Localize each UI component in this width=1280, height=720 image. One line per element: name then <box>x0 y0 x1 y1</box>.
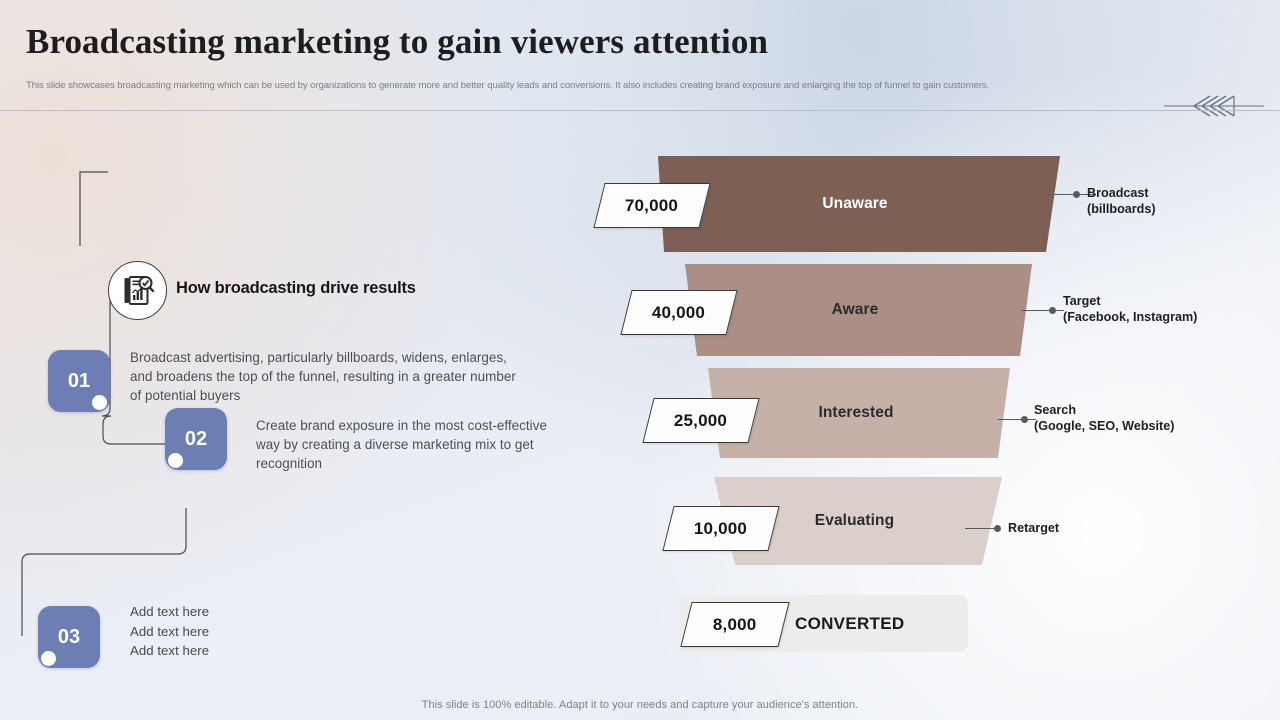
step-text-01: Broadcast advertising, particularly bill… <box>130 350 516 403</box>
funnel-channel-evaluating: Retarget <box>1008 521 1060 535</box>
step-number-02: 02 <box>184 427 208 450</box>
funnel-shape-aware <box>685 264 1032 356</box>
page-subtitle: This slide showcases broadcasting market… <box>26 80 990 91</box>
funnel-value-aware: 40,000 <box>620 290 738 335</box>
funnel-value-interested: 25,000 <box>642 398 760 443</box>
step-text-03: Add text here Add text here Add text her… <box>130 604 210 658</box>
step-badge-01[interactable]: 01 <box>48 350 110 412</box>
steps-panel: How broadcasting drive results 01 Broadc… <box>0 118 600 698</box>
funnel-label-aware: Aware <box>831 301 879 318</box>
slide-header: Broadcasting marketing to gain viewers a… <box>0 0 1280 117</box>
leader-line-aware <box>1022 310 1064 311</box>
leader-dot-interested <box>1021 416 1028 423</box>
leader-line-evaluating <box>965 528 999 529</box>
funnel-stage-aware[interactable]: Aware <box>678 264 1032 356</box>
funnel-value-converted: 8,000 <box>680 602 790 647</box>
funnel-channel-unaware: Broadcast (billboards) <box>1087 186 1156 216</box>
funnel-label-evaluating: Evaluating <box>814 512 895 529</box>
funnel-stage-evaluating[interactable]: Evaluating <box>707 477 1002 565</box>
funnel-stage-unaware[interactable]: Unaware <box>650 156 1060 252</box>
leader-dot-aware <box>1049 307 1056 314</box>
funnel-shape-evaluating <box>714 477 1002 565</box>
funnel-shape-unaware <box>658 156 1060 252</box>
step-number-01: 01 <box>67 369 91 392</box>
funnel-label-interested: Interested <box>818 404 894 421</box>
marketing-funnel-chart: Unaware 70,000 Broadcast (billboards) Aw… <box>590 120 1280 690</box>
step-dot-02 <box>168 453 183 468</box>
step-number-03: 03 <box>57 625 81 648</box>
footer-note: This slide is 100% editable. Adapt it to… <box>421 699 859 711</box>
report-analysis-icon <box>108 261 167 320</box>
step-dot-01 <box>92 395 107 410</box>
leader-line-interested <box>998 419 1036 420</box>
funnel-label-converted: CONVERTED <box>795 614 905 633</box>
step-dot-03 <box>41 651 56 666</box>
leader-line-unaware <box>1048 194 1096 195</box>
step-badge-03[interactable]: 03 <box>38 606 100 668</box>
step-text-02: Create brand exposure in the most cost-e… <box>256 418 547 471</box>
page-title: Broadcasting marketing to gain viewers a… <box>26 22 769 61</box>
funnel-channel-interested: Search (Google, SEO, Website) <box>1034 403 1175 433</box>
funnel-channel-aware: Target (Facebook, Instagram) <box>1063 294 1198 324</box>
funnel-value-unaware: 70,000 <box>593 183 711 228</box>
funnel-shape-interested <box>708 368 1010 458</box>
leader-dot-unaware <box>1073 191 1080 198</box>
leader-dot-evaluating <box>994 525 1001 532</box>
chevrons-left-icon <box>1164 92 1264 120</box>
funnel-label-unaware: Unaware <box>822 195 888 212</box>
funnel-stage-interested[interactable]: Interested <box>702 368 1010 458</box>
funnel-value-evaluating: 10,000 <box>662 506 780 551</box>
step-badge-02[interactable]: 02 <box>165 408 227 470</box>
header-divider <box>0 110 1280 111</box>
section-heading: How broadcasting drive results <box>176 279 416 297</box>
